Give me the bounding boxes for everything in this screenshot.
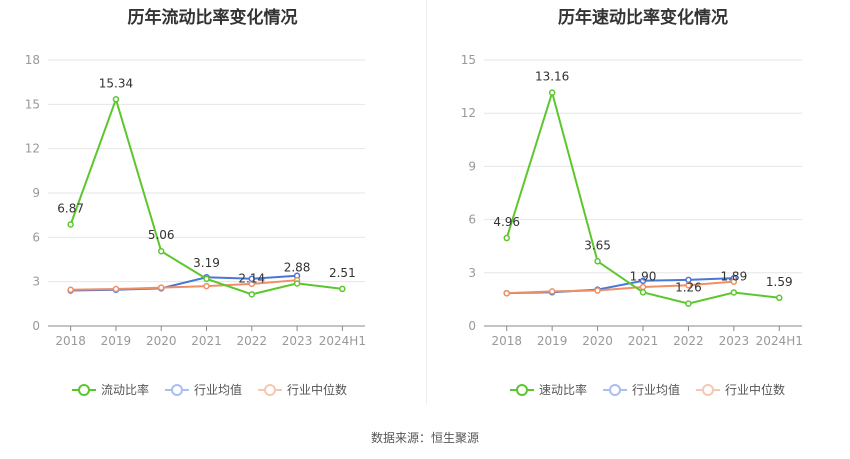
y-tick-label: 9 bbox=[468, 159, 476, 173]
current-ratio-legend: 流动比率 行业均值 行业中位数 bbox=[72, 381, 363, 398]
data-point-industry-median[interactable] bbox=[730, 278, 738, 285]
legend-marker-icon bbox=[258, 383, 283, 397]
quick-ratio-legend: 速动比率 行业均值 行业中位数 bbox=[510, 381, 801, 398]
x-tick-label: 2019 bbox=[537, 334, 568, 348]
y-tick-label: 6 bbox=[468, 213, 476, 227]
data-point-primary[interactable] bbox=[157, 247, 165, 255]
chart-title-current-ratio: 历年流动比率变化情况 bbox=[127, 8, 298, 28]
legend-item-industry-median[interactable]: 行业中位数 bbox=[696, 381, 785, 398]
legend-label: 流动比率 bbox=[101, 383, 150, 397]
legend-item-industry-avg[interactable]: 行业均值 bbox=[603, 381, 680, 398]
legend-item-current-ratio[interactable]: 流动比率 bbox=[72, 381, 149, 398]
y-tick-label: 9 bbox=[32, 186, 40, 200]
y-tick-label: 15 bbox=[461, 53, 476, 67]
data-label: 2.51 bbox=[329, 266, 356, 280]
data-label: 1.89 bbox=[720, 269, 747, 283]
data-point-primary[interactable] bbox=[685, 300, 692, 307]
y-tick-label: 18 bbox=[25, 53, 40, 67]
legend-label: 行业均值 bbox=[194, 383, 243, 397]
legend-label: 速动比率 bbox=[539, 383, 588, 397]
x-tick-label: 2021 bbox=[191, 334, 222, 348]
data-point-primary[interactable] bbox=[730, 289, 738, 296]
legend-label: 行业中位数 bbox=[725, 383, 786, 397]
chart-divider bbox=[426, 0, 427, 405]
legend-label: 行业均值 bbox=[632, 383, 681, 397]
x-tick-label: 2024H1 bbox=[319, 334, 366, 348]
legend-marker-icon bbox=[696, 383, 721, 397]
data-point-primary[interactable] bbox=[548, 89, 556, 96]
data-point-primary[interactable] bbox=[248, 291, 256, 298]
data-label: 3.19 bbox=[193, 256, 220, 270]
data-label: 2.14 bbox=[238, 271, 265, 285]
x-tick-label: 2022 bbox=[673, 334, 704, 348]
data-point-industry-median[interactable] bbox=[594, 287, 601, 294]
legend-marker-icon bbox=[510, 383, 534, 397]
y-tick-label: 3 bbox=[468, 266, 476, 280]
y-tick-label: 12 bbox=[25, 142, 40, 156]
data-point-primary[interactable] bbox=[339, 285, 346, 293]
legend-item-quick-ratio[interactable]: 速动比率 bbox=[510, 381, 587, 398]
legend-label: 行业中位数 bbox=[287, 383, 348, 397]
data-label: 1.59 bbox=[766, 275, 793, 289]
data-point-primary[interactable] bbox=[776, 294, 783, 302]
data-point-primary[interactable] bbox=[112, 96, 120, 103]
x-tick-label: 2019 bbox=[101, 334, 132, 348]
data-point-primary[interactable] bbox=[293, 280, 301, 287]
y-tick-label: 0 bbox=[32, 319, 40, 333]
data-label: 1.90 bbox=[630, 269, 657, 283]
legend-marker-icon bbox=[165, 383, 190, 397]
y-tick-label: 12 bbox=[461, 106, 476, 120]
chart-title-quick-ratio: 历年速动比率变化情况 bbox=[558, 8, 728, 28]
data-label: 13.16 bbox=[535, 70, 569, 84]
data-point-industry-median[interactable] bbox=[503, 289, 510, 297]
y-tick-label: 3 bbox=[32, 275, 40, 289]
data-point-industry-median[interactable] bbox=[685, 281, 692, 289]
data-source-note: 数据来源：恒生聚源 bbox=[370, 431, 479, 445]
legend-item-industry-avg[interactable]: 行业均值 bbox=[165, 381, 242, 398]
data-point-primary[interactable] bbox=[503, 234, 510, 242]
data-point-industry-avg[interactable] bbox=[639, 277, 647, 285]
data-point-industry-median[interactable] bbox=[548, 288, 556, 295]
x-tick-label: 2020 bbox=[146, 334, 177, 348]
data-point-industry-median[interactable] bbox=[67, 286, 74, 294]
data-label: 1.26 bbox=[675, 281, 702, 295]
current-ratio-chart: 0 3 6 9 12 15 18 2018 2019 2020 2021 2022 2023 2024H1… bbox=[25, 53, 366, 348]
data-label: 3.65 bbox=[584, 238, 611, 252]
quick-ratio-chart: 0 3 6 9 12 15 2018 2019 2020 2021 2022 2023 2024H1 4.… bbox=[461, 53, 803, 348]
data-point-primary[interactable] bbox=[594, 258, 601, 265]
x-tick-label: 2021 bbox=[628, 334, 659, 348]
data-point-primary[interactable] bbox=[639, 289, 647, 296]
data-label: 6.87 bbox=[57, 201, 84, 215]
data-point-industry-median[interactable] bbox=[157, 284, 165, 291]
series-line-industry-median bbox=[70, 279, 298, 291]
y-tick-label: 0 bbox=[468, 319, 476, 333]
x-tick-label: 2020 bbox=[582, 334, 613, 348]
data-point-industry-median[interactable] bbox=[112, 285, 120, 293]
data-point-primary[interactable] bbox=[203, 275, 210, 283]
data-point-industry-median[interactable] bbox=[248, 280, 256, 288]
series-line-industry-median bbox=[506, 280, 734, 295]
legend-marker-icon bbox=[603, 383, 628, 397]
x-tick-label: 2022 bbox=[237, 334, 268, 348]
data-label: 2.88 bbox=[284, 260, 311, 274]
data-point-primary[interactable] bbox=[67, 221, 74, 228]
x-tick-label: 2023 bbox=[719, 334, 750, 348]
data-point-industry-median[interactable] bbox=[203, 282, 210, 290]
x-tick-label: 2023 bbox=[282, 334, 313, 348]
x-tick-label: 2018 bbox=[55, 334, 86, 348]
y-tick-label: 15 bbox=[25, 97, 40, 111]
y-tick-label: 6 bbox=[32, 230, 40, 244]
x-tick-label: 2024H1 bbox=[756, 334, 803, 348]
data-label: 4.96 bbox=[493, 215, 520, 229]
legend-marker-icon bbox=[72, 383, 96, 397]
x-tick-label: 2018 bbox=[491, 334, 522, 348]
legend-item-industry-median[interactable]: 行业中位数 bbox=[258, 381, 347, 398]
data-label: 5.06 bbox=[148, 228, 175, 242]
data-label: 15.34 bbox=[99, 76, 133, 90]
data-point-industry-median[interactable] bbox=[639, 283, 647, 291]
